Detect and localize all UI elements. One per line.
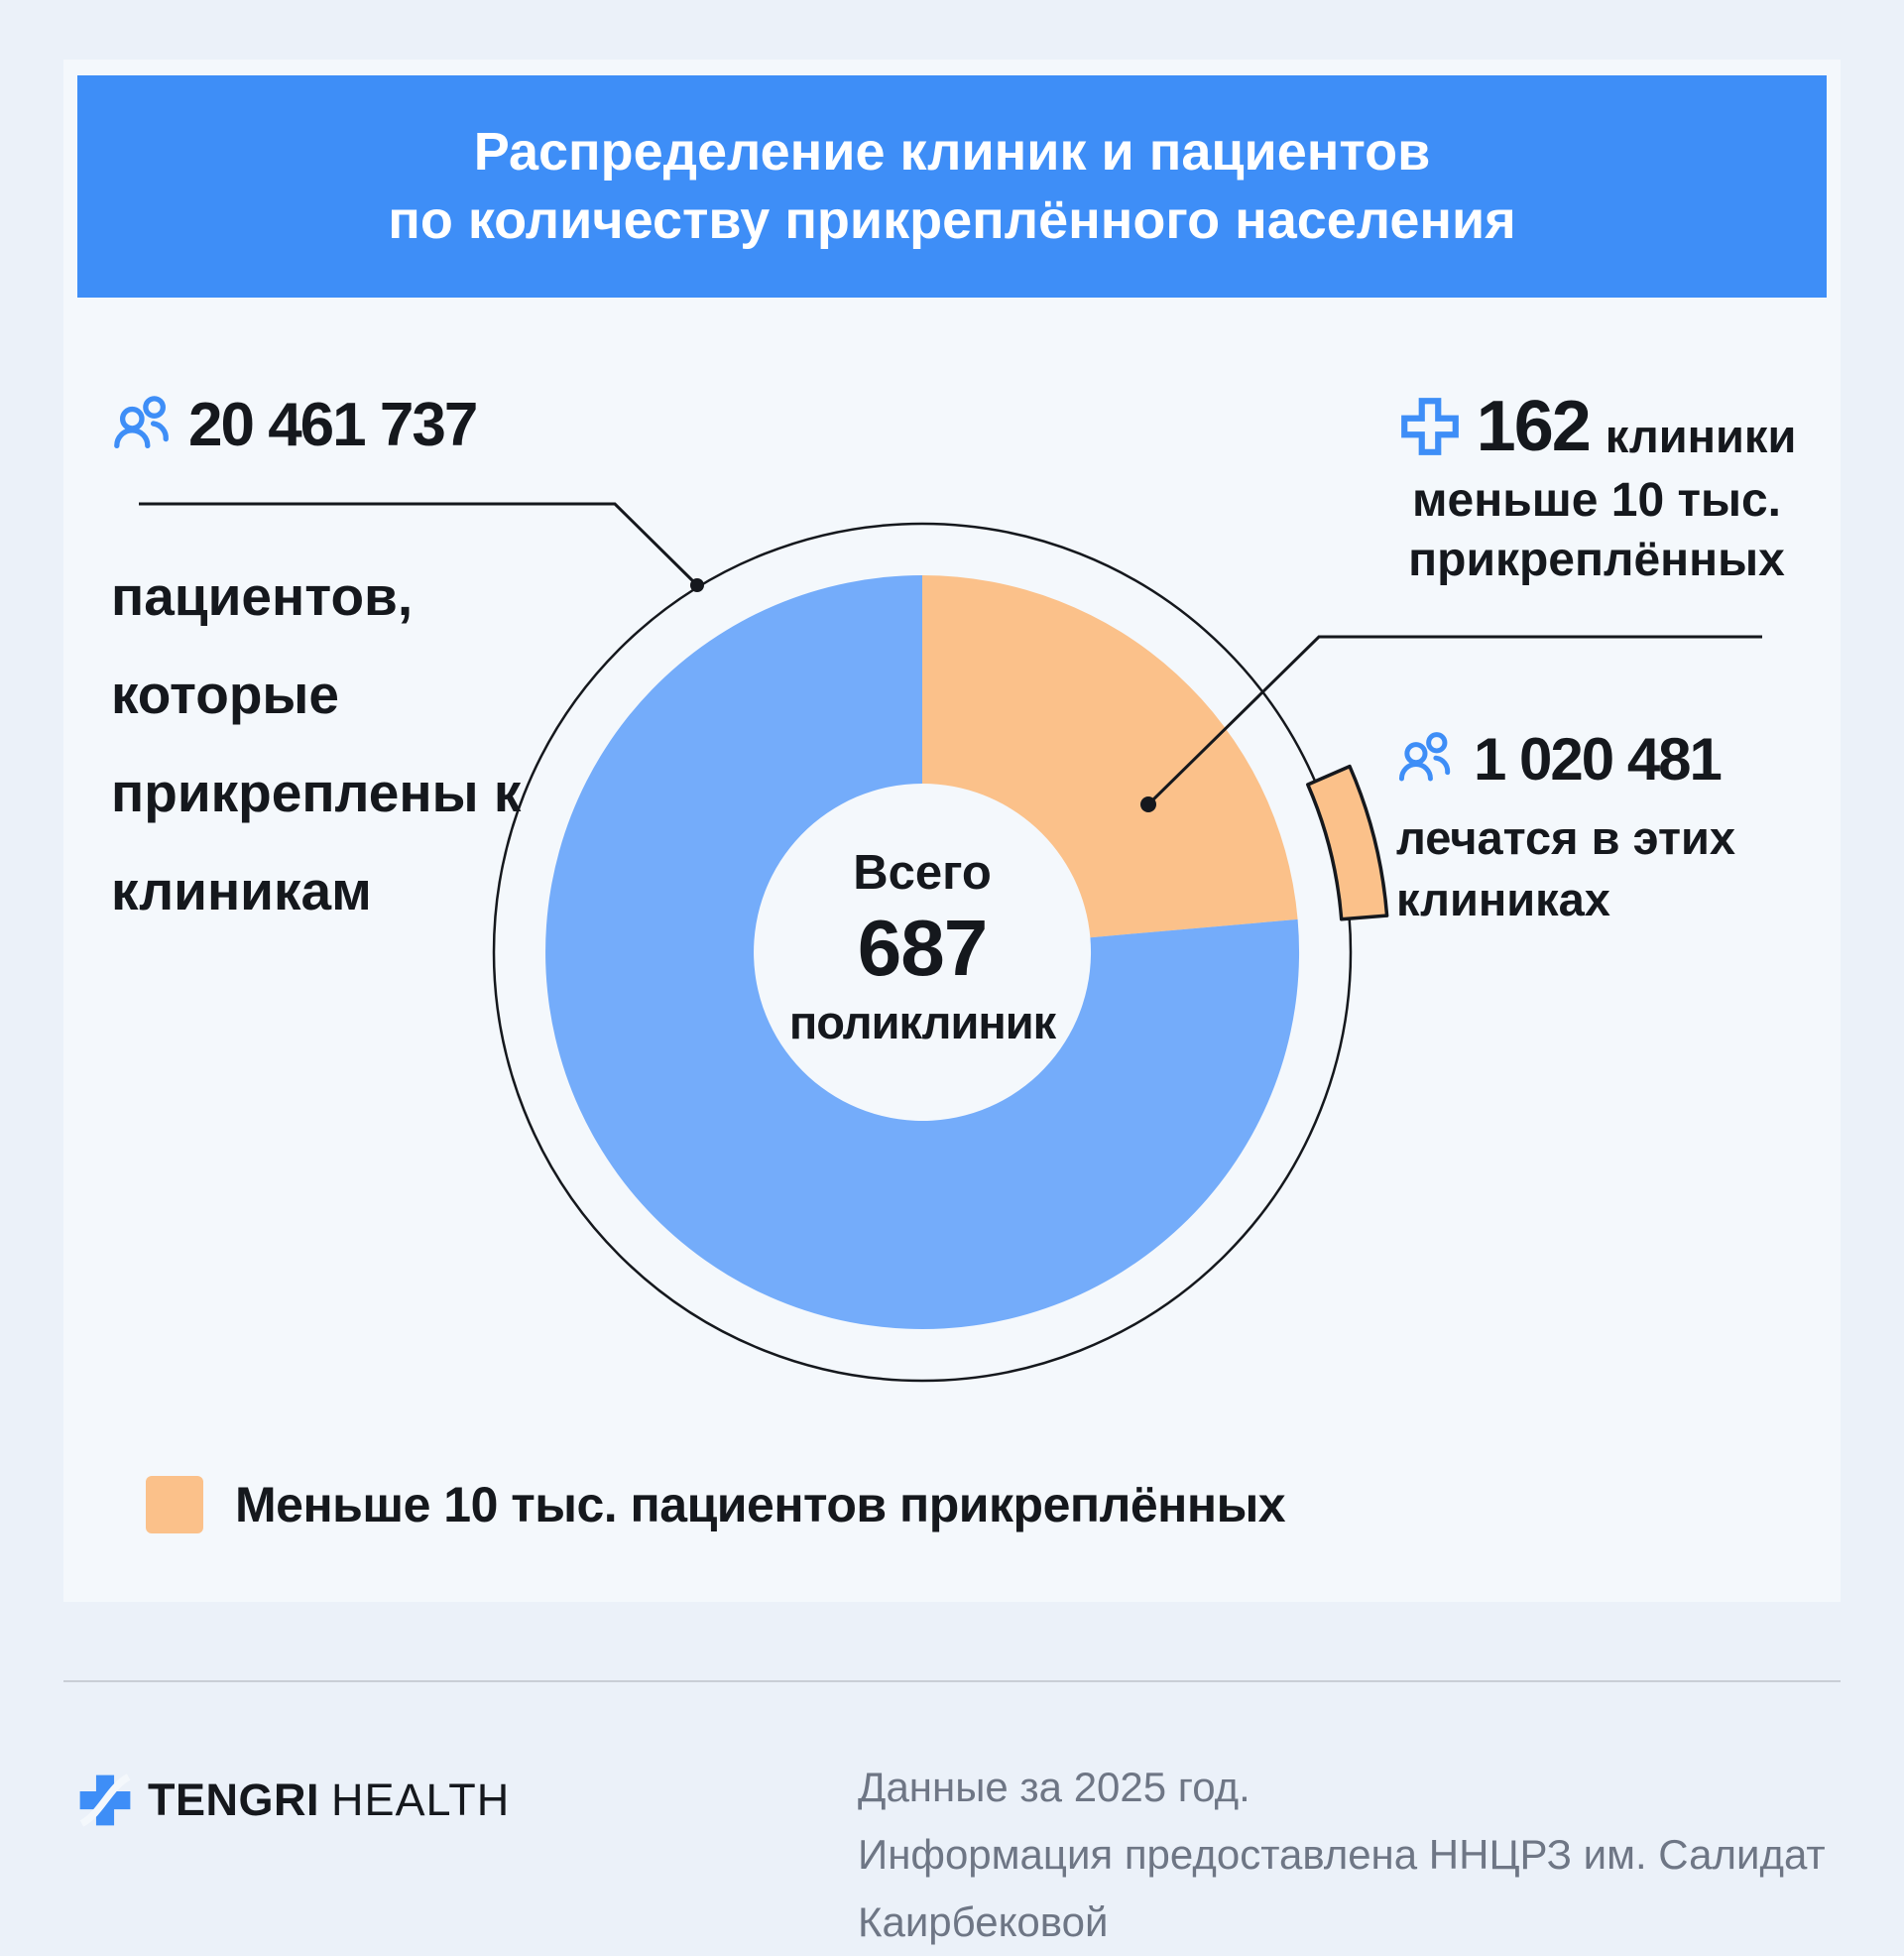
stat-clinics-small: 162 клиники меньше 10 тыс. прикреплённых	[1349, 389, 1844, 590]
desc-line: лечатся в этих	[1396, 811, 1735, 864]
donut-center-word-top: Всего	[853, 846, 992, 900]
legend-label: Меньше 10 тыс. пациентов прикреплённых	[235, 1477, 1286, 1532]
desc-line: пациентов, которые	[111, 565, 414, 725]
desc-line: клиниках	[1396, 873, 1610, 925]
stat-patients-total-desc: пациентов, которые прикреплены к клиника…	[111, 548, 627, 940]
patients-small-value: 1 020 481	[1474, 726, 1723, 793]
page-title-line2: по количеству прикреплённого населения	[388, 190, 1516, 250]
donut-center-label: Всего 687 поликлиник	[674, 845, 1170, 1049]
stat-patients-small: 1 020 481 лечатся в этих клиниках	[1396, 730, 1852, 930]
page-title-line1: Распределение клиник и пациентов	[473, 121, 1431, 182]
patients-total-value: 20 461 737	[188, 391, 478, 459]
desc-line: прикреплённых	[1408, 534, 1785, 586]
medical-cross-icon	[1400, 397, 1459, 455]
desc-line: меньше 10 тыс.	[1412, 474, 1781, 527]
brand-logo: TENGRI HEALTH	[76, 1772, 510, 1829]
desc-line: прикреплены к	[111, 762, 522, 823]
footer-divider	[63, 1680, 1841, 1682]
brand-name-bold: TENGRI	[148, 1774, 320, 1825]
clinics-small-unit: клиники	[1605, 410, 1797, 462]
desc-line: клиникам	[111, 860, 372, 921]
footer-note-line1: Данные за 2025 год.	[858, 1764, 1250, 1810]
legend-swatch-orange	[146, 1476, 203, 1533]
header-banner: Распределение клиник и пациентов по коли…	[77, 75, 1827, 298]
people-icon	[114, 396, 169, 449]
legend: Меньше 10 тыс. пациентов прикреплённых	[146, 1476, 1286, 1533]
people-icon	[1398, 732, 1451, 782]
brand-name-light: HEALTH	[331, 1774, 511, 1825]
footer-note: Данные за 2025 год. Информация предостав…	[858, 1754, 1904, 1956]
stat-patients-total: 20 461 737	[111, 391, 478, 459]
donut-center-value: 687	[857, 904, 988, 993]
tengri-health-logo-icon	[79, 1773, 131, 1827]
donut-center-word-bottom: поликлиник	[788, 996, 1056, 1049]
footer-note-line2: Информация предоставлена ННЦРЗ им. Салид…	[858, 1831, 1826, 1945]
clinics-small-value: 162	[1476, 386, 1592, 466]
